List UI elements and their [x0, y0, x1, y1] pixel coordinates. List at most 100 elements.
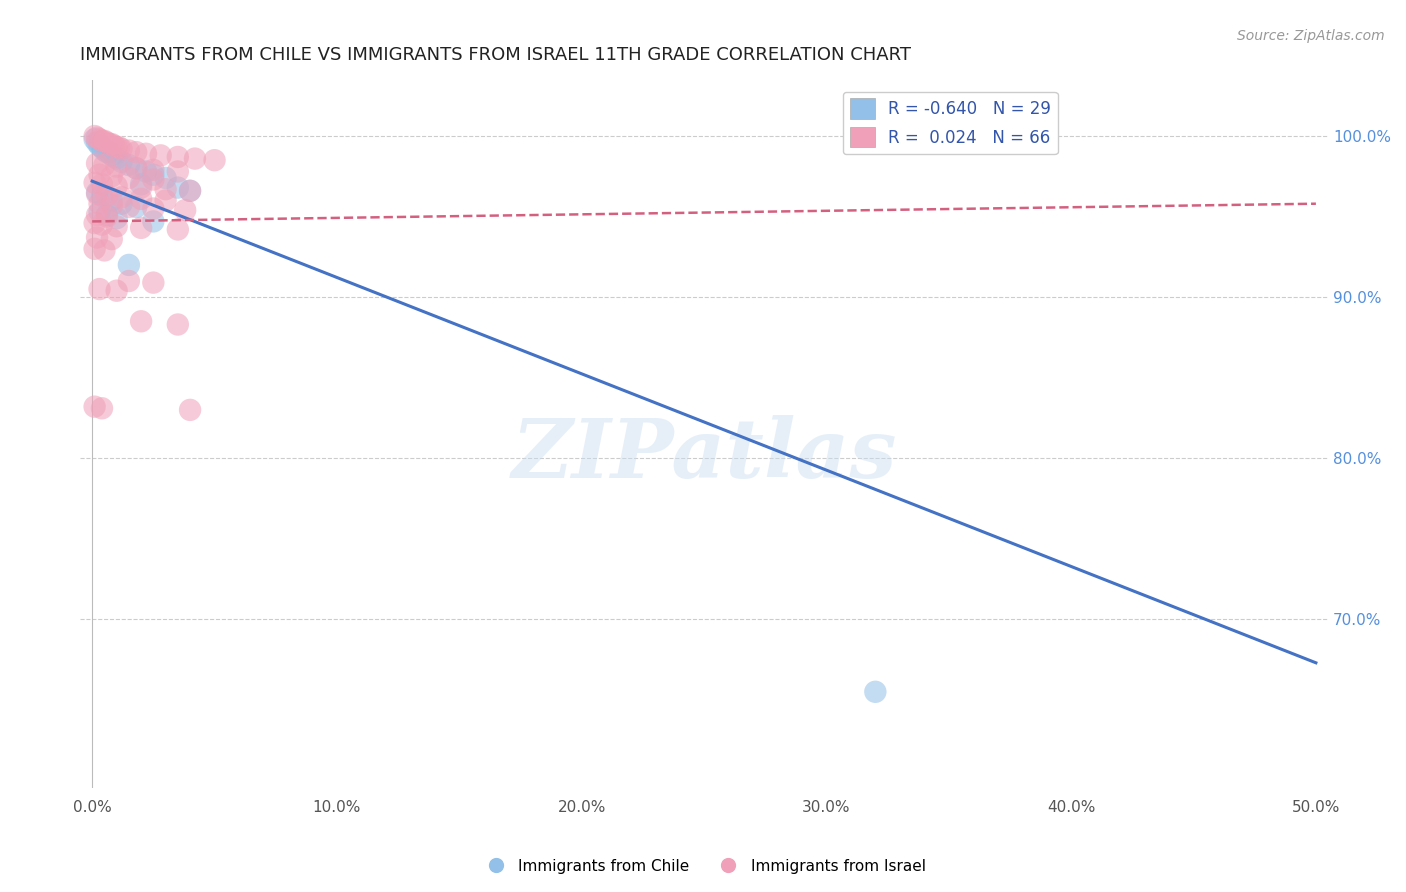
Point	[91, 218, 114, 232]
Point	[83, 400, 105, 414]
Point	[110, 154, 132, 169]
Point	[155, 170, 177, 185]
Point	[105, 211, 128, 226]
Point	[166, 180, 188, 194]
Point	[100, 232, 122, 246]
Point	[89, 132, 111, 146]
Point	[129, 220, 152, 235]
Point	[166, 222, 188, 236]
Point	[129, 180, 152, 194]
Point	[93, 144, 115, 158]
Point	[142, 162, 165, 177]
Point	[89, 138, 111, 153]
Point	[129, 178, 152, 192]
Point	[96, 145, 118, 160]
Point	[83, 129, 105, 144]
Point	[100, 198, 122, 212]
Point	[155, 194, 177, 208]
Point	[91, 140, 114, 154]
Point	[125, 145, 148, 160]
Point	[108, 140, 131, 154]
Point	[105, 152, 128, 166]
Point	[110, 196, 132, 211]
Point	[129, 192, 152, 206]
Point	[86, 130, 108, 145]
Point	[96, 188, 118, 202]
Point	[89, 282, 111, 296]
Text: Source: ZipAtlas.com: Source: ZipAtlas.com	[1237, 29, 1385, 43]
Point	[105, 284, 128, 298]
Point	[89, 204, 111, 219]
Point	[142, 276, 165, 290]
Legend: Immigrants from Chile, Immigrants from Israel: Immigrants from Chile, Immigrants from I…	[474, 853, 932, 880]
Legend: R = -0.640   N = 29, R =  0.024   N = 66: R = -0.640 N = 29, R = 0.024 N = 66	[844, 92, 1057, 154]
Point	[174, 203, 197, 218]
Point	[142, 168, 165, 182]
Point	[118, 274, 141, 288]
Point	[100, 137, 122, 152]
Point	[118, 170, 141, 185]
Point	[86, 156, 108, 170]
Point	[135, 164, 157, 178]
Point	[166, 164, 188, 178]
Point	[135, 146, 157, 161]
Point	[98, 137, 121, 152]
Point	[149, 148, 172, 162]
Point	[83, 132, 105, 146]
Point	[86, 186, 108, 200]
Point	[91, 134, 114, 148]
Point	[142, 214, 165, 228]
Point	[142, 202, 165, 216]
Point	[865, 685, 887, 699]
Point	[179, 184, 201, 198]
Point	[103, 150, 125, 164]
Point	[125, 161, 148, 176]
Point	[96, 208, 118, 222]
Point	[100, 169, 122, 184]
Point	[100, 194, 122, 208]
Point	[86, 230, 108, 244]
Point	[96, 136, 118, 150]
Point	[91, 401, 114, 416]
Point	[93, 244, 115, 258]
Point	[155, 182, 177, 196]
Point	[93, 134, 115, 148]
Point	[83, 242, 105, 256]
Point	[129, 314, 152, 328]
Point	[86, 208, 108, 222]
Point	[125, 200, 148, 214]
Point	[105, 160, 128, 174]
Point	[118, 158, 141, 172]
Point	[98, 145, 121, 160]
Point	[142, 172, 165, 186]
Point	[110, 190, 132, 204]
Point	[89, 168, 111, 182]
Point	[103, 138, 125, 153]
Text: ZIPatlas: ZIPatlas	[512, 416, 897, 495]
Point	[166, 150, 188, 164]
Text: IMMIGRANTS FROM CHILE VS IMMIGRANTS FROM ISRAEL 11TH GRADE CORRELATION CHART: IMMIGRANTS FROM CHILE VS IMMIGRANTS FROM…	[80, 46, 911, 64]
Point	[83, 176, 105, 190]
Point	[86, 136, 108, 150]
Point	[91, 178, 114, 192]
Point	[100, 148, 122, 162]
Point	[125, 161, 148, 176]
Point	[179, 184, 201, 198]
Point	[118, 144, 141, 158]
Point	[118, 200, 141, 214]
Point	[105, 140, 128, 154]
Point	[86, 187, 108, 202]
Point	[105, 179, 128, 194]
Point	[179, 403, 201, 417]
Point	[204, 153, 226, 168]
Point	[91, 188, 114, 202]
Point	[96, 210, 118, 224]
Point	[105, 219, 128, 234]
Point	[166, 318, 188, 332]
Point	[89, 196, 111, 211]
Point	[83, 216, 105, 230]
Point	[110, 142, 132, 156]
Point	[184, 152, 207, 166]
Point	[118, 258, 141, 272]
Point	[93, 158, 115, 172]
